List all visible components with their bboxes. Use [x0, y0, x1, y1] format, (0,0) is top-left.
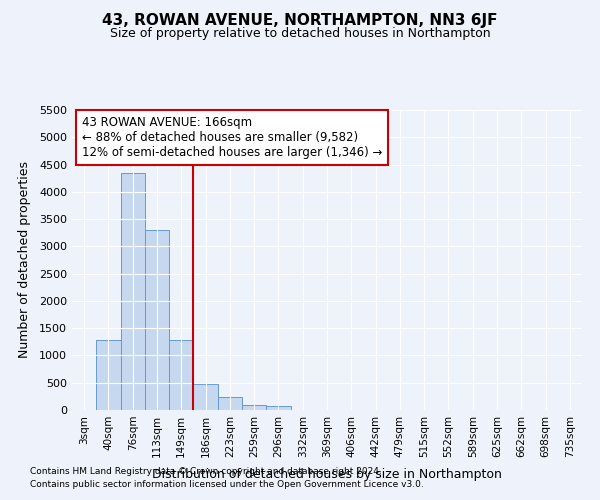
- Bar: [121, 172, 145, 410]
- X-axis label: Distribution of detached houses by size in Northampton: Distribution of detached houses by size …: [152, 468, 502, 481]
- Text: Contains public sector information licensed under the Open Government Licence v3: Contains public sector information licen…: [30, 480, 424, 489]
- Bar: [169, 340, 193, 410]
- Y-axis label: Number of detached properties: Number of detached properties: [17, 162, 31, 358]
- Text: 43, ROWAN AVENUE, NORTHAMPTON, NN3 6JF: 43, ROWAN AVENUE, NORTHAMPTON, NN3 6JF: [102, 12, 498, 28]
- Text: Contains HM Land Registry data © Crown copyright and database right 2024.: Contains HM Land Registry data © Crown c…: [30, 468, 382, 476]
- Bar: [242, 404, 266, 410]
- Bar: [218, 398, 242, 410]
- Text: 43 ROWAN AVENUE: 166sqm
← 88% of detached houses are smaller (9,582)
12% of semi: 43 ROWAN AVENUE: 166sqm ← 88% of detache…: [82, 116, 383, 159]
- Bar: [266, 406, 290, 410]
- Text: Size of property relative to detached houses in Northampton: Size of property relative to detached ho…: [110, 28, 490, 40]
- Bar: [193, 384, 218, 410]
- Bar: [145, 230, 169, 410]
- Bar: [96, 340, 121, 410]
